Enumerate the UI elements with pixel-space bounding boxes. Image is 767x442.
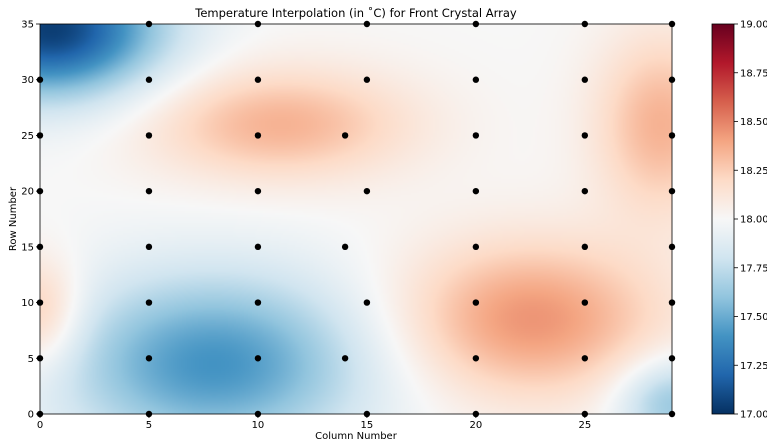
y-tick-label: 15 [21,242,34,253]
y-tick-label: 20 [21,187,34,198]
colorbar-tick-label: 18.25 [740,166,767,177]
x-tick-label: 20 [469,420,482,431]
sensor-point [254,355,262,362]
sensor-point [363,299,371,306]
colorbar: 17.00 17.25 17.50 17.75 18.00 18.25 18.50 18.75… [711,20,767,421]
colorbar-tick-label: 19.00 [740,20,767,31]
y-axis: 0 5 10 15 20 25 30 35 [21,20,40,421]
y-tick-label: 0 [28,410,34,421]
sensor-point [341,132,349,139]
y-tick-label: 30 [21,75,34,86]
sensor-point [341,355,349,362]
y-axis-label: Row Number [8,186,19,251]
sensor-point [472,187,480,195]
x-axis-label: Column Number [315,431,398,442]
sensor-point [254,299,262,306]
colorbar-gradient [711,23,735,415]
colorbar-tick-label: 17.75 [740,263,767,274]
sensor-point [472,243,480,251]
sensor-point [341,243,349,251]
colorbar-tick-label: 17.25 [740,361,767,372]
colorbar-ticks: 17.00 17.25 17.50 17.75 18.00 18.25 18.50 18.75… [734,20,767,421]
x-tick-label: 0 [37,420,43,431]
sensor-point [472,76,480,83]
sensor-point [581,187,589,195]
x-tick-label: 10 [252,420,265,431]
sensor-point [254,76,262,83]
sensor-point [472,299,480,306]
sensor-point [472,355,480,362]
y-tick-label: 10 [21,298,34,309]
sensor-point [581,355,589,362]
sensor-point [581,299,589,306]
sensor-point [254,132,262,139]
sensor-point [581,76,589,83]
sensor-point [145,243,153,251]
colorbar-tick-label: 18.75 [740,68,767,79]
sensor-point [254,187,262,195]
sensor-point [145,187,153,195]
sensor-point [145,132,153,139]
colorbar-tick-label: 18.50 [740,117,767,128]
sensor-point [581,243,589,251]
y-tick-label: 25 [21,131,34,142]
sensor-point [145,76,153,83]
colorbar-tick-label: 18.00 [740,215,767,226]
colorbar-tick-label: 17.00 [740,410,767,421]
x-tick-label: 5 [146,420,152,431]
plot-frame [39,23,673,415]
y-tick-label: 35 [21,20,34,31]
x-axis: 0 5 10 15 20 25 [37,414,591,431]
sensor-point [254,243,262,251]
x-tick-label: 15 [361,420,374,431]
chart-title: Temperature Interpolation (in ˚C) for Fr… [194,5,517,20]
sensor-point [145,355,153,362]
x-tick-label: 25 [578,420,591,431]
sensor-point [363,76,371,83]
heatmap-area [40,24,672,414]
sensor-point [363,187,371,195]
heatmap-image [40,24,672,414]
sensor-point [145,299,153,306]
y-tick-label: 5 [28,354,34,365]
sensor-point [472,132,480,139]
sensor-point [581,132,589,139]
colorbar-tick-label: 17.50 [740,312,767,323]
